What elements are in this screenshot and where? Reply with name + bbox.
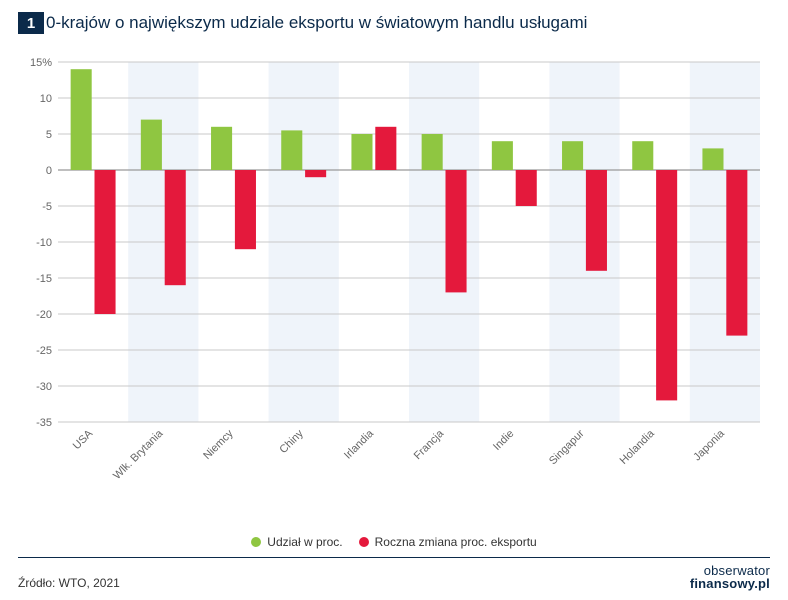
svg-text:Wlk. Brytania: Wlk. Brytania <box>111 427 166 482</box>
legend: Udział w proc. Roczna zmiana proc. ekspo… <box>18 535 770 549</box>
legend-item-share: Udział w proc. <box>251 535 342 549</box>
svg-text:Japonia: Japonia <box>691 427 727 463</box>
svg-text:-10: -10 <box>36 237 52 249</box>
legend-dot-share <box>251 537 261 547</box>
svg-text:0: 0 <box>46 165 52 177</box>
brand-bottom: finansowy.pl <box>690 577 770 590</box>
bar-chart-svg: -35 -30 -25 -20 -15 -10 -5 0 5 10 15% USA Wlk. Bryta… <box>18 52 770 500</box>
svg-text:-20: -20 <box>36 309 52 321</box>
title-text: 0-krajów o największym udziale eksportu … <box>46 13 587 33</box>
svg-text:Holandia: Holandia <box>618 427 658 467</box>
svg-text:USA: USA <box>71 427 96 452</box>
svg-text:-25: -25 <box>36 345 52 357</box>
legend-dot-change <box>359 537 369 547</box>
svg-text:Indie: Indie <box>491 428 516 453</box>
svg-text:Irlandia: Irlandia <box>342 427 377 462</box>
legend-label-change: Roczna zmiana proc. eksportu <box>375 535 537 549</box>
svg-text:Singapur: Singapur <box>547 427 587 467</box>
svg-text:5: 5 <box>46 129 52 141</box>
title-number-box: 1 <box>18 12 44 34</box>
brand-logo: obserwator finansowy.pl <box>690 564 770 590</box>
source-text: Źródło: WTO, 2021 <box>18 576 120 590</box>
svg-text:10: 10 <box>40 93 52 105</box>
chart-area: -35 -30 -25 -20 -15 -10 -5 0 5 10 15% USA Wlk. Bryta… <box>18 52 770 531</box>
svg-text:Francja: Francja <box>412 427 447 462</box>
svg-text:Chiny: Chiny <box>277 427 306 456</box>
svg-text:-35: -35 <box>36 417 52 429</box>
title-row: 1 0-krajów o największym udziale eksport… <box>18 12 770 34</box>
svg-text:Niemcy: Niemcy <box>201 427 236 462</box>
legend-item-change: Roczna zmiana proc. eksportu <box>359 535 537 549</box>
svg-text:-30: -30 <box>36 381 52 393</box>
svg-text:-15: -15 <box>36 273 52 285</box>
legend-label-share: Udział w proc. <box>267 535 342 549</box>
footer: Źródło: WTO, 2021 obserwator finansowy.p… <box>18 557 770 590</box>
chart-container: 1 0-krajów o największym udziale eksport… <box>0 0 788 600</box>
svg-text:15%: 15% <box>30 57 52 69</box>
svg-text:-5: -5 <box>42 201 52 213</box>
